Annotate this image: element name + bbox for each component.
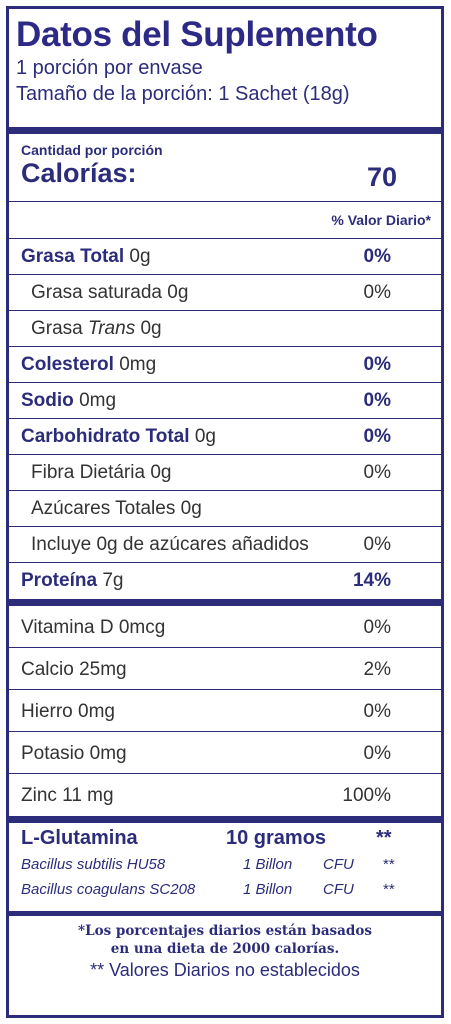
nutrient-amount: 0g <box>129 246 151 267</box>
vitamin-row-iron: Hierro 0mg 0% <box>9 690 441 732</box>
supplement-facts-panel: Datos del Suplemento 1 porción por envas… <box>6 6 444 1018</box>
footnote-line-2: en una dieta de 2000 calorías. <box>110 941 340 957</box>
vitamin-row-vitamin-d: Vitamina D 0mcg 0% <box>9 606 441 648</box>
vitamin-pct: 0% <box>363 701 391 722</box>
thick-divider <box>6 127 444 134</box>
nutrient-name: Fibra Dietária <box>31 462 146 483</box>
nutrient-amount: 0g <box>150 462 172 483</box>
amount-per-serving-label: Cantidad por porción <box>21 142 163 158</box>
vitamin-name: Zinc 11 mg <box>21 785 114 806</box>
footnote-line-3: ** Valores Diarios no establecidos <box>90 960 360 980</box>
ingredient-amount: 1 Billon <box>243 856 293 873</box>
nutrient-amount: 0g <box>194 426 216 447</box>
nutrient-row-cholesterol: Colesterol 0mg 0% <box>9 347 441 383</box>
nutrient-name: Proteína <box>21 570 98 591</box>
nutrient-name: Colesterol <box>21 354 114 375</box>
daily-value-header-label: % Valor Diario* <box>331 212 431 228</box>
nutrient-row-added-sugars: Incluye 0g de azúcares añadidos 0% <box>9 527 441 563</box>
nutrient-pct: 0% <box>363 354 391 375</box>
ingredient-unit: CFU <box>323 881 354 898</box>
nutrient-pct: 0% <box>363 462 391 483</box>
ingredient-row-bacillus-subtilis: Bacillus subtilis HU58 1 Billon CFU ** <box>21 856 421 873</box>
vitamin-name: Vitamina D 0mcg <box>21 617 166 638</box>
ingredient-amount: 10 gramos <box>226 827 327 849</box>
vitamin-pct: 0% <box>363 743 391 764</box>
thick-divider <box>6 912 444 916</box>
calories-label: Calorías: <box>21 158 137 188</box>
thick-divider <box>6 599 444 606</box>
other-ingredients: L-Glutamina 10 gramos ** Bacillus subtil… <box>9 823 441 912</box>
nutrient-amount: 0mg <box>79 390 117 411</box>
ingredient-dv: ** <box>383 881 395 898</box>
servings-per-container: 1 porción por envase <box>16 57 203 79</box>
nutrient-row-total-fat: Grasa Total 0g 0% <box>9 239 441 275</box>
nutrient-name: Carbohidrato Total <box>21 426 190 447</box>
ingredient-dv: ** <box>376 827 392 849</box>
vitamin-row-zinc: Zinc 11 mg 100% <box>9 774 441 816</box>
nutrient-name: Grasa <box>31 318 83 339</box>
ingredient-name: L-Glutamina <box>21 827 138 849</box>
footnote: *Los porcentajes diarios están basados e… <box>9 916 441 982</box>
ingredient-row-bacillus-coagulans: Bacillus coagulans SC208 1 Billon CFU ** <box>21 881 421 898</box>
facts-header: Datos del Suplemento 1 porción por envas… <box>9 9 441 127</box>
nutrient-amount: 0g <box>140 318 162 339</box>
vitamin-name: Calcio 25mg <box>21 659 127 680</box>
vitamin-name: Potasio 0mg <box>21 743 127 764</box>
nutrient-amount: 0g <box>167 282 189 303</box>
ingredient-amount: 1 Billon <box>243 881 293 898</box>
ingredient-dv: ** <box>383 856 395 873</box>
footnote-line-1: *Los porcentajes diarios están basados <box>78 923 372 939</box>
nutrient-name: Incluye 0g de azúcares añadidos <box>31 534 309 555</box>
nutrient-name: Azúcares Totales <box>31 498 176 519</box>
vitamin-name: Hierro 0mg <box>21 701 115 722</box>
thick-divider <box>6 816 444 823</box>
ingredient-row-glutamine: L-Glutamina 10 gramos ** <box>21 827 392 850</box>
nutrient-row-total-sugars: Azúcares Totales 0g <box>9 491 441 527</box>
facts-title: Datos del Suplemento <box>16 15 378 54</box>
ingredient-unit: CFU <box>323 856 354 873</box>
ingredient-name: Bacillus subtilis HU58 <box>21 856 166 873</box>
nutrient-row-total-carbohydrate: Carbohidrato Total 0g 0% <box>9 419 441 455</box>
nutrient-row-saturated-fat: Grasa saturada 0g 0% <box>9 275 441 311</box>
calories-value: 70 <box>366 162 397 192</box>
nutrient-row-trans-fat: Grasa Trans 0g <box>9 311 441 347</box>
nutrient-amount: 0mg <box>119 354 157 375</box>
nutrient-amount: 0g <box>180 498 202 519</box>
nutrient-amount: 7g <box>102 570 124 591</box>
vitamin-row-potassium: Potasio 0mg 0% <box>9 732 441 774</box>
vitamin-pct: 0% <box>363 617 391 638</box>
vitamin-row-calcium: Calcio 25mg 2% <box>9 648 441 690</box>
nutrient-pct: 0% <box>363 246 391 267</box>
nutrient-row-dietary-fiber: Fibra Dietária 0g 0% <box>9 455 441 491</box>
nutrient-pct: 14% <box>352 570 391 591</box>
nutrient-name: Sodio <box>21 390 74 411</box>
serving-size: Tamaño de la porción: 1 Sachet (18g) <box>16 83 350 105</box>
nutrient-pct: 0% <box>363 426 391 447</box>
nutrient-name-italic: Trans <box>88 318 136 339</box>
nutrient-pct: 0% <box>363 390 391 411</box>
nutrient-name: Grasa Total <box>21 246 125 267</box>
calories-block: Cantidad por porción Calorías: 70 <box>9 134 441 202</box>
ingredient-name: Bacillus coagulans SC208 <box>21 881 196 898</box>
vitamin-pct: 100% <box>342 785 391 806</box>
daily-value-header: % Valor Diario* <box>9 202 441 239</box>
nutrient-row-protein: Proteína 7g 14% <box>9 563 441 599</box>
nutrient-name: Grasa saturada <box>31 282 162 303</box>
nutrient-row-sodium: Sodio 0mg 0% <box>9 383 441 419</box>
nutrient-pct: 0% <box>363 534 391 555</box>
vitamin-pct: 2% <box>363 659 391 680</box>
nutrient-pct: 0% <box>363 282 391 303</box>
